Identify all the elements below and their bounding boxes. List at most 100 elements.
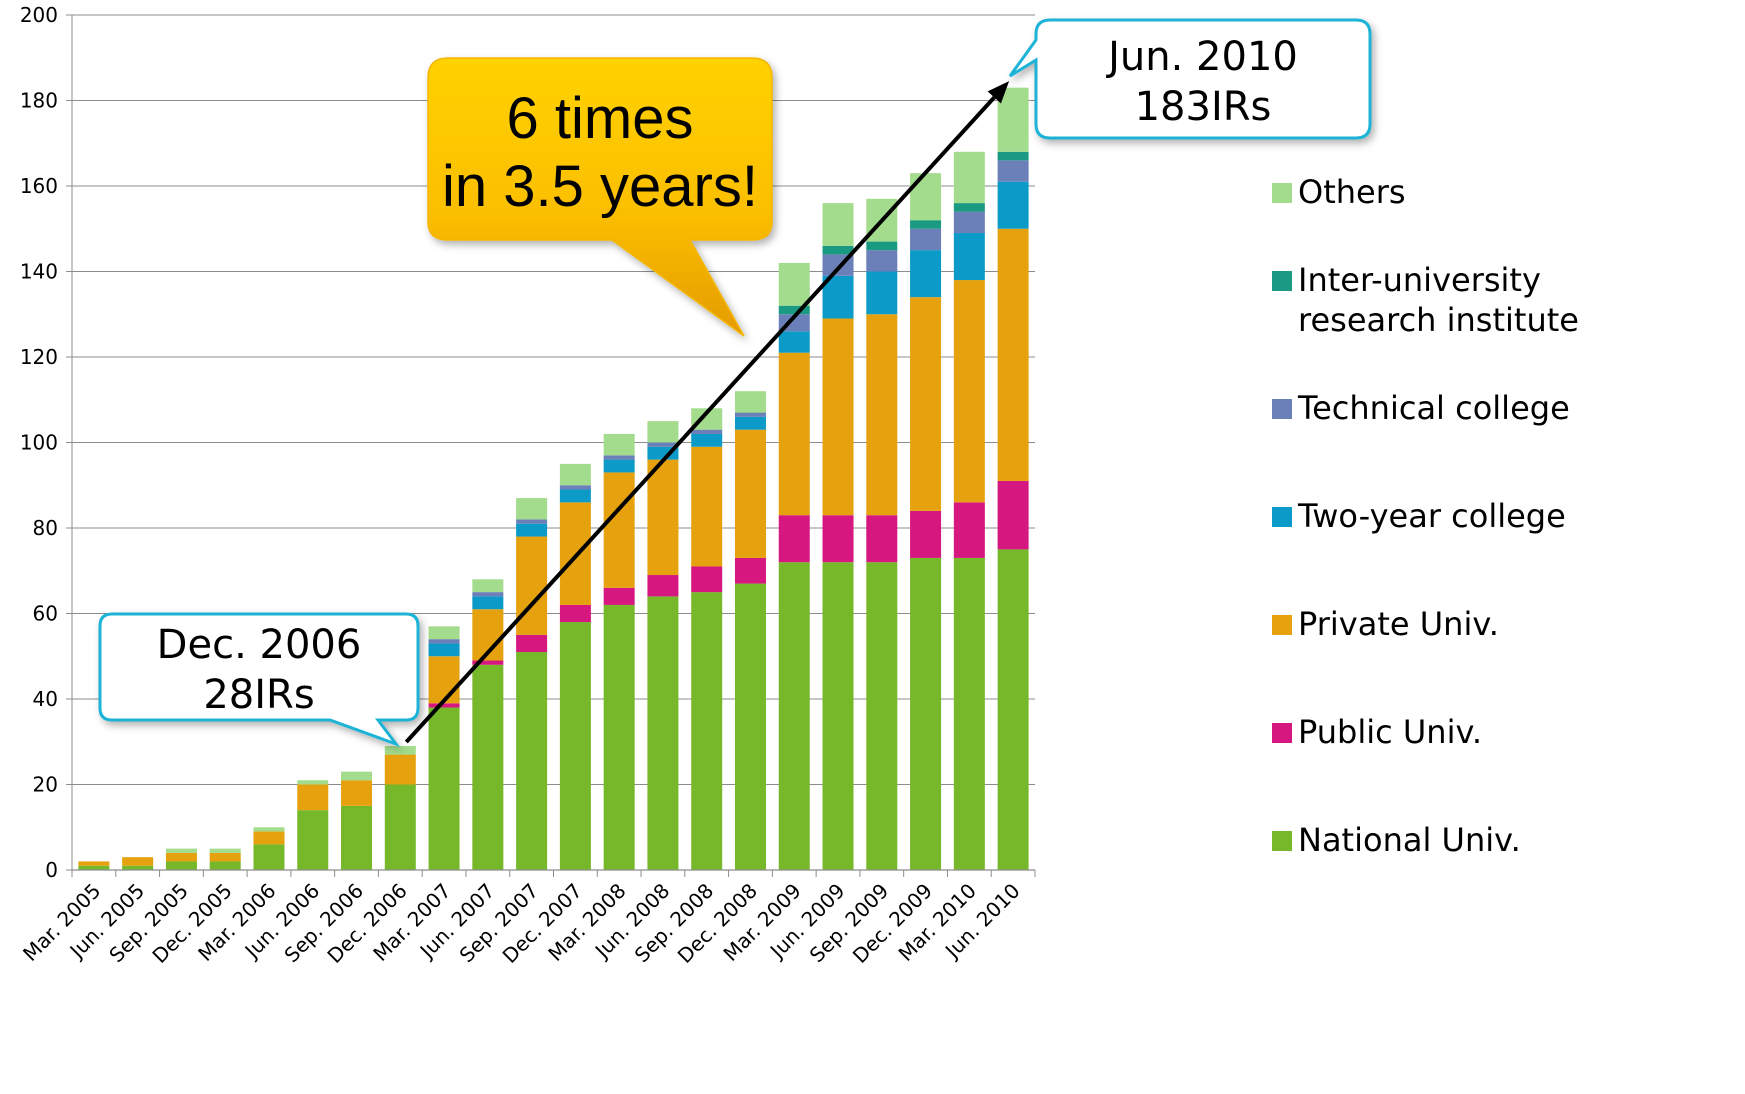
bar-segment <box>253 844 285 870</box>
bar-segment <box>516 498 548 520</box>
legend-label: Technical college <box>1297 389 1570 427</box>
bar-segment <box>209 861 241 870</box>
start-callout-text: Dec. 2006 <box>157 622 362 668</box>
bar-segment <box>384 754 416 785</box>
end-callout-shape <box>1008 18 1372 140</box>
growth-callout-text: 6 times <box>507 86 694 151</box>
bar-segment <box>778 331 810 353</box>
bar-segment <box>778 305 810 315</box>
end-callout-text: Jun. 2010 <box>1105 34 1298 80</box>
bar-segment <box>910 173 942 221</box>
bar-segment <box>953 203 985 212</box>
bar-segment <box>866 250 898 272</box>
bar-segment <box>647 459 679 576</box>
y-tick-label: 200 <box>20 3 58 27</box>
bar-segment <box>997 160 1029 182</box>
legend-swatch <box>1272 183 1292 203</box>
bar-segment <box>866 562 898 870</box>
legend-label: Inter-university <box>1298 261 1541 299</box>
bar-segment <box>734 412 766 417</box>
bar-segment <box>734 391 766 413</box>
legend-label: Others <box>1298 173 1406 211</box>
bar-segment <box>516 523 548 537</box>
bar-segment <box>297 784 329 811</box>
bar-segment <box>209 848 241 853</box>
bar-segment <box>691 566 723 593</box>
bar-segment <box>647 575 679 597</box>
bar-segment <box>953 557 985 870</box>
bar-segment <box>603 433 635 456</box>
y-tick-label: 80 <box>33 516 58 540</box>
bar-segment <box>428 639 460 644</box>
bar-segment <box>647 421 679 443</box>
bar-segment <box>910 297 942 511</box>
bar-segment <box>734 557 766 584</box>
bar-segment <box>910 228 942 251</box>
bar-segment <box>822 245 854 255</box>
bar-segment <box>253 831 285 845</box>
bar-segment <box>691 429 723 434</box>
bar-segment <box>428 703 460 708</box>
trend-arrow-head <box>987 81 1010 104</box>
bar-segment <box>472 664 504 870</box>
bar-segment <box>997 151 1029 161</box>
legend-swatch <box>1272 271 1292 291</box>
bar-segment <box>910 557 942 870</box>
legend-label: research institute <box>1298 301 1579 339</box>
bar-segment <box>428 656 460 704</box>
bar-segment <box>559 604 591 623</box>
bar-segment <box>691 446 723 567</box>
end-callout-text: 183IRs <box>1135 84 1272 130</box>
bar-segment <box>165 861 197 870</box>
bar-segment <box>953 502 985 558</box>
y-tick-label: 100 <box>20 431 58 455</box>
bar-segment <box>953 151 985 204</box>
y-tick-label: 160 <box>20 174 58 198</box>
legend-label: National Univ. <box>1298 821 1521 859</box>
y-tick-label: 180 <box>20 89 58 113</box>
bar-segment <box>516 634 548 652</box>
bar-segment <box>910 510 942 558</box>
legend-swatch <box>1272 723 1292 743</box>
bar-segment <box>603 472 635 588</box>
bar-segment <box>78 865 110 870</box>
bar-segment <box>822 562 854 870</box>
legend-swatch <box>1272 831 1292 851</box>
bar-segment <box>778 515 810 563</box>
bar-segment <box>559 622 591 870</box>
bar-segment <box>647 442 679 447</box>
bar-segment <box>647 596 679 870</box>
bar-segment <box>341 771 373 781</box>
bar-segment <box>341 805 373 870</box>
y-tick-label: 20 <box>33 773 58 797</box>
start-callout-text: 28IRs <box>203 672 314 718</box>
bar-segment <box>472 579 504 593</box>
bars-layer <box>78 87 1029 870</box>
bar-segment <box>122 865 154 870</box>
bar-segment <box>472 660 504 665</box>
bar-segment <box>603 604 635 870</box>
start-callout-shape <box>98 612 420 748</box>
y-tick-label: 0 <box>45 858 58 882</box>
y-tick-label: 60 <box>33 602 58 626</box>
legend-swatch <box>1272 507 1292 527</box>
bar-segment <box>953 280 985 503</box>
bar-segment <box>822 318 854 516</box>
legend-label: Two-year college <box>1297 497 1566 535</box>
bar-segment <box>691 408 723 430</box>
legend-label: Public Univ. <box>1298 713 1482 751</box>
bar-segment <box>559 489 591 503</box>
bar-segment <box>866 515 898 563</box>
y-tick-label: 140 <box>20 260 58 284</box>
bar-segment <box>428 707 460 870</box>
bar-segment <box>778 562 810 870</box>
bar-segment <box>603 459 635 473</box>
bar-segment <box>691 433 723 447</box>
bar-segment <box>778 262 810 306</box>
bar-segment <box>165 848 197 853</box>
bar-segment <box>910 220 942 229</box>
bar-segment <box>822 203 854 246</box>
bar-segment <box>603 587 635 605</box>
trend-arrow-line <box>404 96 996 744</box>
